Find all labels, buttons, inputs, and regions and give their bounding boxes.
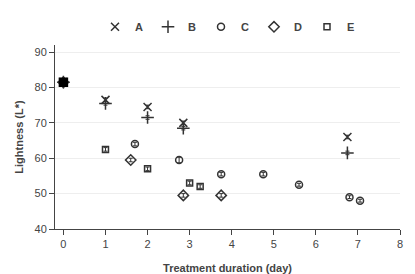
svg-text:Lightness (L*): Lightness (L*) (13, 100, 25, 174)
svg-text:0: 0 (60, 238, 66, 250)
svg-text:6: 6 (313, 238, 319, 250)
svg-text:E: E (347, 21, 354, 33)
svg-text:3: 3 (187, 238, 193, 250)
svg-text:4: 4 (229, 238, 235, 250)
svg-text:C: C (241, 21, 249, 33)
svg-text:D: D (294, 21, 302, 33)
svg-text:70: 70 (35, 117, 47, 129)
svg-text:A: A (135, 21, 143, 33)
svg-text:90: 90 (35, 46, 47, 58)
svg-text:1: 1 (102, 238, 108, 250)
svg-text:40: 40 (35, 223, 47, 235)
svg-text:7: 7 (355, 238, 361, 250)
svg-text:2: 2 (144, 238, 150, 250)
svg-text:5: 5 (271, 238, 277, 250)
svg-text:B: B (188, 21, 196, 33)
svg-text:8: 8 (397, 238, 403, 250)
svg-text:Treatment duration (day): Treatment duration (day) (163, 262, 292, 274)
svg-text:50: 50 (35, 187, 47, 199)
svg-text:60: 60 (35, 152, 47, 164)
svg-text:80: 80 (35, 81, 47, 93)
